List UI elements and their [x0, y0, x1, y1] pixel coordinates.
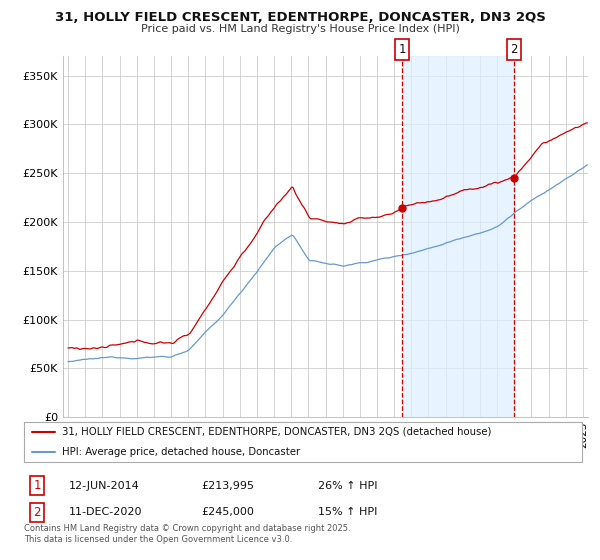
- Text: 31, HOLLY FIELD CRESCENT, EDENTHORPE, DONCASTER, DN3 2QS: 31, HOLLY FIELD CRESCENT, EDENTHORPE, DO…: [55, 11, 545, 24]
- Text: 1: 1: [398, 43, 406, 56]
- Text: 15% ↑ HPI: 15% ↑ HPI: [318, 507, 377, 517]
- Bar: [402, 56, 514, 417]
- Text: £213,995: £213,995: [201, 480, 254, 491]
- Text: 2: 2: [510, 43, 518, 56]
- Text: £245,000: £245,000: [201, 507, 254, 517]
- Text: 31, HOLLY FIELD CRESCENT, EDENTHORPE, DONCASTER, DN3 2QS (detached house): 31, HOLLY FIELD CRESCENT, EDENTHORPE, DO…: [62, 427, 491, 437]
- Text: Contains HM Land Registry data © Crown copyright and database right 2025.
This d: Contains HM Land Registry data © Crown c…: [24, 524, 350, 544]
- Text: Price paid vs. HM Land Registry's House Price Index (HPI): Price paid vs. HM Land Registry's House …: [140, 24, 460, 34]
- Text: 26% ↑ HPI: 26% ↑ HPI: [318, 480, 377, 491]
- Text: 11-DEC-2020: 11-DEC-2020: [69, 507, 143, 517]
- Text: 1: 1: [34, 479, 41, 492]
- Text: 12-JUN-2014: 12-JUN-2014: [69, 480, 140, 491]
- Text: HPI: Average price, detached house, Doncaster: HPI: Average price, detached house, Donc…: [62, 447, 300, 457]
- Text: 2: 2: [34, 506, 41, 519]
